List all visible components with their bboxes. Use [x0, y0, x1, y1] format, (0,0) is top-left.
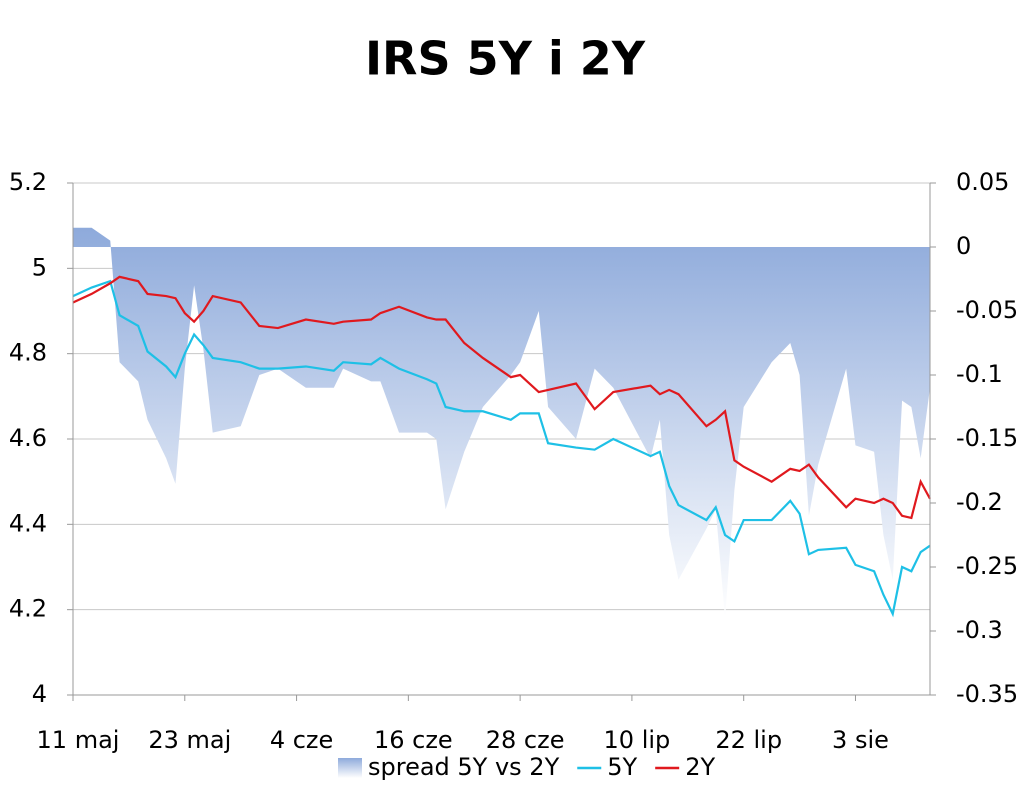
x-tick-label: 22 lip — [715, 726, 782, 754]
legend-swatch — [338, 758, 362, 778]
line — [72, 279, 931, 618]
y2-tick-label: -0.05 — [956, 296, 1018, 324]
line — [72, 275, 931, 520]
x-tick-label: 11 maj — [37, 726, 120, 754]
x-tick-label: 23 maj — [148, 726, 231, 754]
x-tick-label: 3 sie — [832, 726, 889, 754]
y-tick-label: 5.2 — [9, 168, 47, 196]
y2-tick-label: -0.1 — [956, 360, 1003, 388]
y2-tick-label: -0.3 — [956, 616, 1003, 644]
y-tick-label: 4.2 — [9, 595, 47, 623]
y-tick-label: 4 — [32, 680, 47, 708]
legend-label: 2Y — [685, 753, 715, 781]
x-tick-label: 28 cze — [486, 726, 565, 754]
x-tick-label: 16 cze — [374, 726, 453, 754]
x-tick-label: 10 lip — [604, 726, 671, 754]
y-tick-label: 4.6 — [9, 424, 47, 452]
chart-title: IRS 5Y i 2Y — [365, 32, 646, 86]
x-tick-label: 4 cze — [270, 726, 333, 754]
y2-tick-label: 0 — [956, 232, 971, 260]
legend-label: 5Y — [607, 753, 637, 781]
legend-label: spread 5Y vs 2Y — [368, 753, 560, 781]
y2-tick-label: -0.15 — [956, 424, 1018, 452]
y2-tick-label: -0.35 — [956, 680, 1018, 708]
y-tick-label: 5 — [32, 253, 47, 281]
y2-tick-label: 0.05 — [956, 168, 1009, 196]
y-tick-label: 4.8 — [9, 339, 47, 367]
area — [73, 227, 930, 619]
y2-tick-label: -0.25 — [956, 552, 1018, 580]
y-tick-label: 4.4 — [9, 509, 47, 537]
y2-tick-label: -0.2 — [956, 488, 1003, 516]
